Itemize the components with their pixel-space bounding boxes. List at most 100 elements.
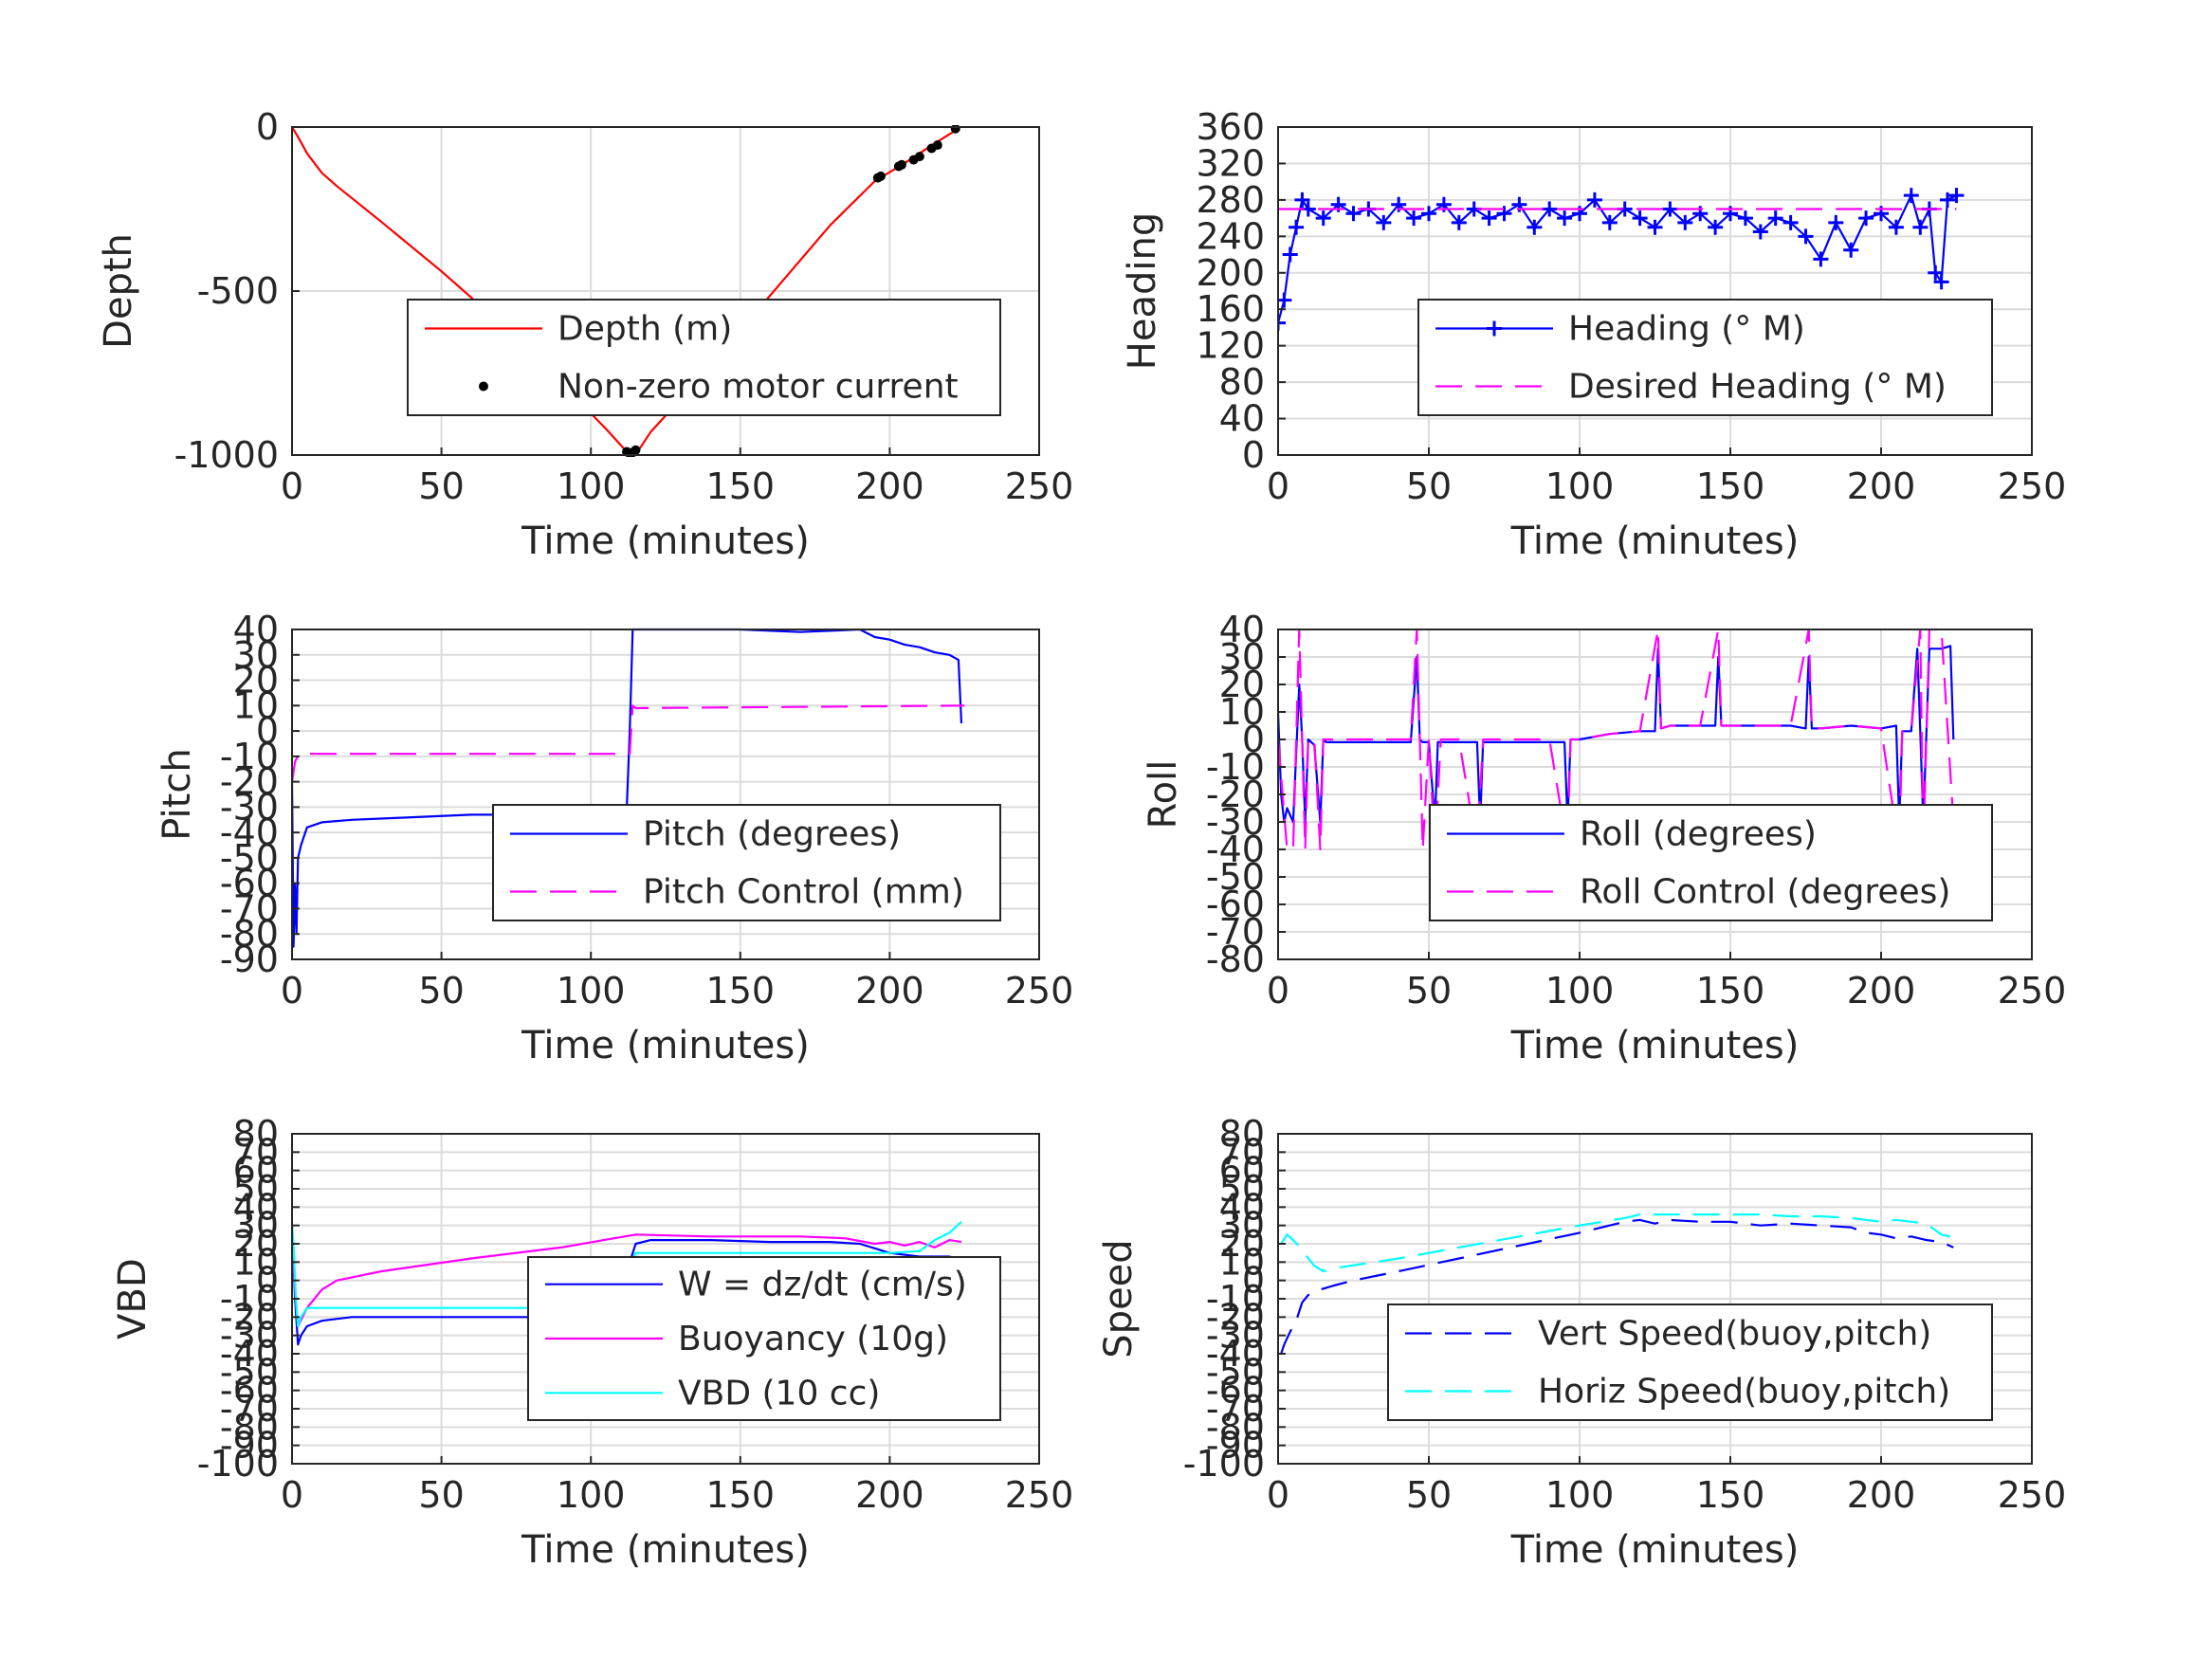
x-tick-label: 100 (557, 465, 626, 507)
data-point (1289, 219, 1305, 235)
data-layer (1280, 1212, 1954, 1355)
y-tick-label: 40 (233, 609, 279, 650)
y-tick-label: 40 (233, 1186, 279, 1228)
y-tick-label: 10 (1219, 691, 1265, 733)
legend-entry-label: W = dz/dt (cm/s) (678, 1266, 967, 1304)
data-point (1813, 251, 1829, 267)
x-tick-label: 250 (1998, 970, 2067, 1012)
y-tick-label: -80 (1206, 939, 1265, 980)
y-tick-label: 320 (1196, 142, 1265, 184)
data-point (1278, 315, 1286, 331)
x-tick-label: 150 (706, 465, 776, 507)
x-tick-label: 200 (1847, 970, 1916, 1012)
x-tick-label: 200 (855, 970, 924, 1012)
data-point (914, 152, 924, 162)
x-tick-label: 50 (418, 1474, 464, 1516)
y-tick-label: -70 (1206, 1388, 1265, 1430)
y-tick-label: -80 (220, 1406, 279, 1448)
y-axis-label: Roll (1142, 760, 1185, 830)
data-point (1647, 219, 1663, 235)
series-line-1 (1280, 1212, 1951, 1273)
y-tick-label: -60 (1206, 1370, 1265, 1412)
y-tick-label: -90 (220, 939, 279, 980)
legend-entry-label: Horiz Speed(buoy,pitch) (1538, 1373, 1950, 1412)
x-tick-label: 150 (1696, 970, 1765, 1012)
y-tick-label: -1000 (174, 434, 279, 476)
y-tick-label: -20 (220, 761, 279, 803)
legend: W = dz/dt (cm/s) Buoyancy (10g) VBD (10 cc… (527, 1256, 1001, 1421)
x-tick-label: 250 (1998, 465, 2067, 507)
y-tick-label: -50 (220, 1351, 279, 1393)
data-point (1496, 206, 1512, 222)
legend-box (1429, 804, 1993, 921)
y-tick-label: 280 (1196, 179, 1265, 221)
y-tick-label: -70 (220, 1388, 279, 1430)
x-tick-label: 0 (281, 970, 303, 1012)
y-tick-label: 10 (233, 1241, 279, 1283)
data-point (1278, 292, 1292, 308)
data-point (631, 445, 641, 455)
series-line-1 (292, 1233, 962, 1328)
y-tick-label: -50 (220, 837, 279, 879)
y-tick-label: 0 (256, 1260, 279, 1302)
x-axis-label: Time (minutes) (521, 520, 810, 563)
data-point (1888, 219, 1904, 235)
data-point (1376, 214, 1392, 230)
data-point (1782, 214, 1799, 230)
y-tick-label: 30 (1219, 636, 1265, 678)
y-tick-label: 50 (1219, 1168, 1265, 1210)
x-tick-label: 250 (1005, 465, 1074, 507)
y-tick-label: 30 (1219, 1205, 1265, 1247)
x-axis-label: Time (minutes) (1510, 1024, 1800, 1067)
x-tick-label: 150 (1696, 465, 1765, 507)
x-tick-label: 100 (1545, 465, 1615, 507)
legend-entry-label: Buoyancy (10g) (678, 1320, 948, 1358)
y-tick-label: 70 (233, 1131, 279, 1173)
x-tick-label: 150 (706, 970, 776, 1012)
legend-box (407, 299, 1001, 416)
data-point (1912, 219, 1929, 235)
y-axis-label: Speed (1097, 1239, 1141, 1358)
data-point (932, 140, 942, 151)
chart-speed: 0 50 100 150 200 250-100-90-80-70-60-50-40-30… (1097, 1113, 2066, 1572)
legend: Depth (m) Non-zero motor current (407, 299, 1001, 416)
legend-entry-label: Pitch Control (mm) (643, 873, 964, 912)
y-tick-label: 20 (233, 1223, 279, 1265)
legend-box (1387, 1304, 1993, 1421)
data-point (1928, 264, 1944, 281)
data-point (1903, 188, 1919, 204)
x-tick-label: 250 (1005, 1474, 1074, 1516)
y-tick-label: 0 (1242, 1260, 1265, 1302)
data-point (1526, 219, 1543, 235)
data-layer (292, 628, 965, 948)
y-axis-label: Pitch (155, 748, 199, 840)
y-tick-label: 30 (233, 634, 279, 676)
x-tick-label: 100 (557, 970, 626, 1012)
legend-entry-label: Roll Control (degrees) (1580, 873, 1950, 912)
x-tick-label: 200 (1847, 465, 1916, 507)
y-tick-label: 80 (1219, 361, 1265, 403)
legend-swatch-marker (1487, 320, 1502, 337)
x-tick-label: 0 (281, 1474, 303, 1516)
y-tick-label: -50 (1206, 856, 1265, 898)
data-point (1798, 228, 1814, 245)
y-tick-label: -30 (1206, 1315, 1265, 1357)
data-point (1828, 214, 1844, 230)
data-point (1315, 210, 1331, 227)
y-tick-label: 80 (233, 1113, 279, 1155)
y-tick-label: 10 (233, 684, 279, 726)
x-axis-label: Time (minutes) (521, 1528, 810, 1572)
y-tick-label: 20 (233, 660, 279, 702)
legend-entry-label: Non-zero motor current (558, 368, 959, 407)
y-tick-label: -100 (197, 1443, 279, 1485)
data-point (1843, 242, 1859, 258)
y-tick-label: -10 (1206, 746, 1265, 788)
y-tick-label: 30 (233, 1205, 279, 1247)
y-tick-label: 0 (256, 710, 279, 752)
data-point (875, 171, 886, 181)
x-tick-label: 0 (1267, 970, 1289, 1012)
x-axis-label: Time (minutes) (521, 1024, 810, 1067)
y-tick-label: -20 (1206, 1296, 1265, 1338)
x-tick-label: 100 (1545, 970, 1615, 1012)
y-tick-label: -70 (1206, 911, 1265, 953)
